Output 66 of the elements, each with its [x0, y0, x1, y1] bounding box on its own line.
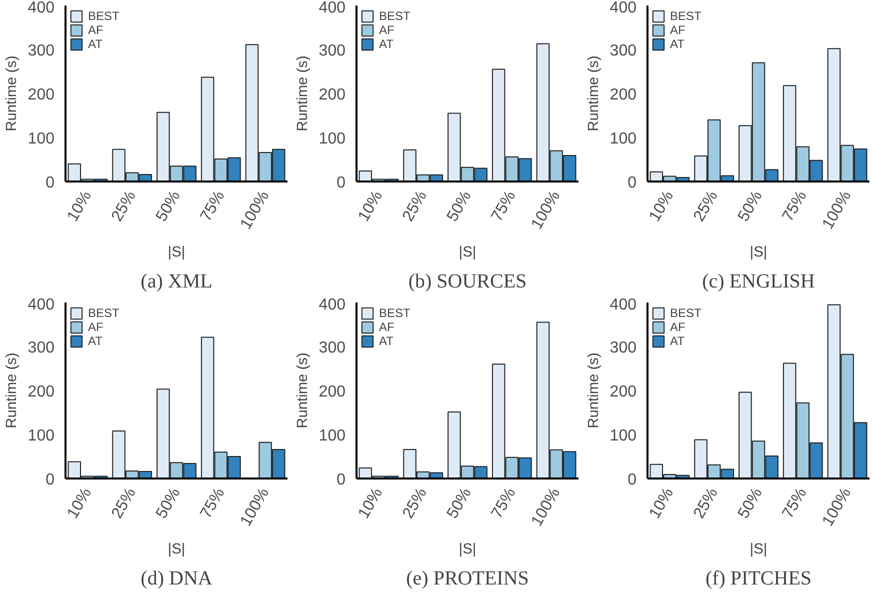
legend-label: AT [670, 334, 686, 348]
y-tick-label: 0 [628, 472, 637, 488]
legend-label: BEST [670, 9, 702, 23]
text: (a) XML [140, 270, 212, 292]
y-tick-label: 100 [610, 428, 637, 444]
text: (b) SOURCES [408, 270, 527, 292]
x-axis-title: |S| [458, 244, 476, 260]
text: (d) DNA [140, 568, 213, 590]
y-tick-label: 300 [28, 42, 55, 60]
x-axis-title: |S| [750, 244, 768, 260]
y-tick-label: 400 [28, 0, 55, 16]
y-tick-label: 0 [46, 174, 55, 192]
legend-label: AT [88, 37, 104, 51]
x-axis-title: |S| [458, 541, 476, 558]
legend-label: BEST [379, 9, 410, 23]
y-tick-label: 200 [28, 86, 55, 104]
y-axis-title: Runtime (s) [294, 56, 311, 132]
y-tick-label: 300 [318, 42, 346, 60]
y-axis-title: Runtime (s) [4, 352, 20, 428]
legend-label: AF [379, 320, 396, 334]
y-tick-label: 300 [28, 340, 55, 356]
text: (e) PROTEINS [406, 568, 529, 590]
y-tick-label: 100 [28, 130, 55, 148]
y-tick-label: 200 [318, 86, 346, 104]
y-tick-label: 400 [610, 296, 637, 314]
legend-label: AT [379, 37, 394, 51]
legend-label: BEST [88, 9, 120, 23]
legend-label: BEST [88, 306, 120, 320]
y-tick-label: 200 [318, 384, 346, 400]
y-tick-label: 0 [336, 472, 346, 488]
legend-label: AF [670, 23, 686, 37]
text: (c) ENGLISH [702, 270, 815, 292]
y-tick-label: 100 [318, 130, 346, 148]
y-axis-title: Runtime (s) [294, 352, 311, 428]
legend-label: AF [670, 320, 686, 334]
y-tick-label: 400 [318, 0, 346, 16]
y-tick-label: 0 [336, 174, 346, 192]
legend-label: AT [379, 334, 394, 348]
y-tick-label: 400 [318, 296, 346, 314]
y-tick-label: 0 [46, 472, 55, 488]
y-tick-label: 200 [28, 384, 55, 400]
y-tick-label: 300 [610, 340, 637, 356]
y-tick-label: 400 [610, 0, 637, 16]
x-axis-title: |S| [168, 244, 186, 260]
y-tick-label: 0 [628, 174, 637, 192]
y-tick-label: 200 [610, 384, 637, 400]
text: (f) PITCHES [705, 568, 812, 590]
y-tick-label: 300 [318, 340, 346, 356]
y-axis-title: Runtime (s) [586, 56, 602, 132]
legend-label: AF [88, 23, 104, 37]
x-axis-title: |S| [750, 541, 768, 558]
x-axis-title: |S| [168, 541, 186, 558]
legend-label: BEST [670, 306, 702, 320]
y-axis-title: Runtime (s) [586, 352, 602, 428]
y-tick-label: 100 [318, 428, 346, 444]
y-tick-label: 300 [610, 42, 637, 60]
legend-label: AF [88, 320, 104, 334]
y-axis-title: Runtime (s) [4, 56, 20, 132]
legend-label: AT [670, 37, 686, 51]
y-tick-label: 200 [610, 86, 637, 104]
legend-label: AT [88, 334, 104, 348]
legend-label: BEST [379, 306, 410, 320]
legend-label: AF [379, 23, 396, 37]
y-tick-label: 100 [28, 428, 55, 444]
y-tick-label: 400 [28, 296, 55, 314]
y-tick-label: 100 [610, 130, 637, 148]
